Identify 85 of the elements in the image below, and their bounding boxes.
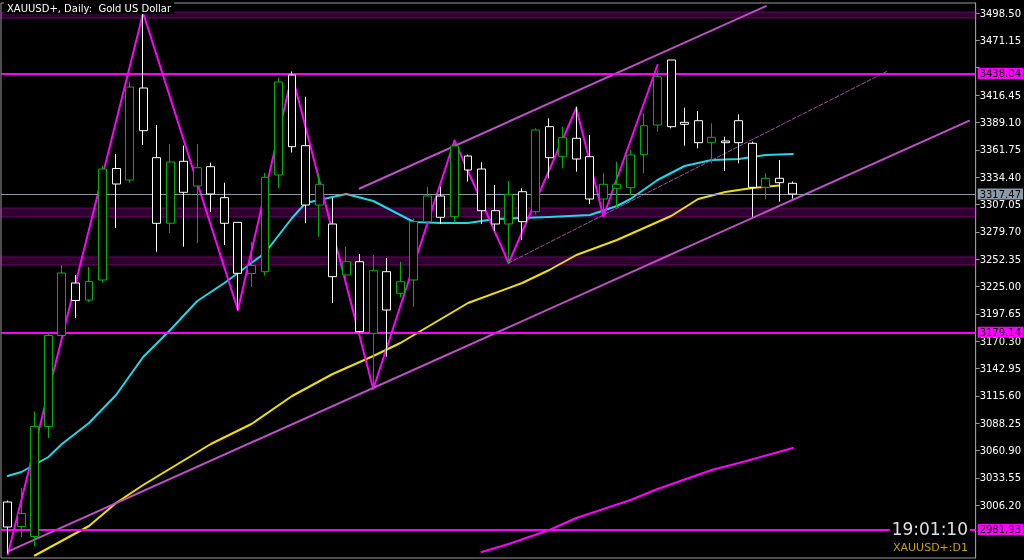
candlestick	[315, 172, 324, 238]
candlestick	[653, 70, 662, 133]
ref-line-label: 3317.47	[979, 188, 1022, 200]
candlestick	[640, 112, 648, 174]
candlestick	[3, 500, 12, 554]
candlestick	[301, 96, 310, 224]
candlestick	[355, 253, 364, 334]
candlestick	[545, 117, 554, 179]
ref-line-label: 3438.04	[979, 67, 1022, 79]
y-tick-label: 3389.10	[979, 116, 1022, 128]
candlestick	[288, 71, 296, 153]
candlestick	[44, 333, 53, 439]
y-tick-label: 3498.50	[979, 7, 1022, 19]
candlestick	[206, 162, 215, 213]
candlestick	[518, 187, 527, 241]
y-tick-label: 3033.55	[979, 472, 1022, 484]
candlestick	[504, 180, 513, 264]
candlestick	[125, 81, 134, 184]
candlestick	[17, 487, 26, 538]
candlestick	[477, 161, 486, 225]
ref-line-label: 2981.93	[979, 524, 1022, 536]
candlestick	[707, 122, 716, 164]
candlestick	[342, 246, 351, 286]
y-tick-label: 3197.65	[979, 308, 1022, 320]
candlestick	[85, 266, 93, 303]
candlestick	[247, 241, 256, 288]
candlestick	[98, 165, 107, 283]
y-tick-label: 3361.75	[979, 144, 1022, 156]
candlestick	[166, 143, 175, 234]
candlestick	[409, 217, 418, 308]
candlestick	[680, 107, 689, 147]
y-tick-label: 3334.40	[979, 171, 1022, 183]
y-tick-label: 3088.25	[979, 417, 1022, 429]
candlestick	[193, 143, 202, 244]
candlestick	[491, 184, 500, 232]
candlestick	[112, 153, 121, 229]
line-series	[6, 153, 794, 477]
candlestick	[721, 136, 730, 172]
candlestick	[748, 141, 757, 218]
candlestick	[531, 127, 540, 215]
y-tick-label: 3252.35	[979, 253, 1022, 265]
y-tick-label: 3471.15	[979, 34, 1022, 46]
candlestick	[57, 264, 66, 337]
candlestick	[761, 172, 770, 200]
candlestick	[369, 254, 378, 390]
candlestick	[734, 113, 743, 164]
y-tick-label: 3416.45	[979, 89, 1022, 101]
y-tick-label: 3170.30	[979, 335, 1022, 347]
annotation: XAUUSD+:D1	[892, 541, 969, 554]
candlestick	[220, 182, 229, 246]
candlestick	[436, 186, 445, 225]
candlestick	[71, 274, 80, 319]
candlestick	[30, 411, 39, 547]
candlestick	[775, 159, 784, 203]
y-tick-label: 3115.60	[979, 390, 1022, 402]
candlestick	[382, 257, 391, 358]
candlestick	[233, 221, 242, 311]
candlestick	[261, 172, 269, 276]
candlestick	[450, 143, 459, 223]
candlestick	[694, 110, 703, 149]
y-tick-label: 3060.90	[979, 445, 1022, 457]
annotation: 19:01:10	[891, 518, 969, 539]
candlestick	[788, 181, 797, 199]
y-tick-label: 3006.20	[979, 499, 1022, 511]
candlestick	[179, 145, 188, 248]
y-tick-label: 3307.05	[979, 198, 1022, 210]
candlestick	[328, 197, 337, 304]
candlestick	[558, 126, 567, 169]
line-series	[33, 184, 781, 557]
y-tick-label: 3225.00	[979, 281, 1022, 292]
candlestick	[464, 154, 472, 182]
ref-line-label: 3179.14	[979, 326, 1022, 338]
y-tick-label: 3279.70	[979, 226, 1022, 238]
y-tick-label: 3142.95	[979, 363, 1022, 375]
candlestick	[585, 134, 594, 205]
candlestick	[612, 161, 621, 208]
candlestick	[599, 172, 608, 218]
candlestick	[423, 186, 432, 225]
candlestick	[274, 77, 283, 189]
candlestick	[626, 149, 635, 196]
candlestick	[572, 106, 581, 173]
candlestick	[396, 261, 405, 298]
chart-title: XAUUSD+, Daily: Gold US Dollar	[7, 2, 172, 14]
candlestick	[667, 59, 676, 129]
candlestick	[152, 124, 161, 253]
